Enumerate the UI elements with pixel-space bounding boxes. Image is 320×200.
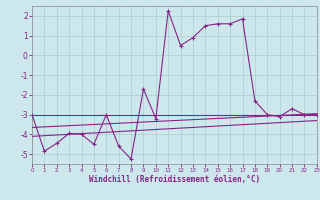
X-axis label: Windchill (Refroidissement éolien,°C): Windchill (Refroidissement éolien,°C) <box>89 175 260 184</box>
